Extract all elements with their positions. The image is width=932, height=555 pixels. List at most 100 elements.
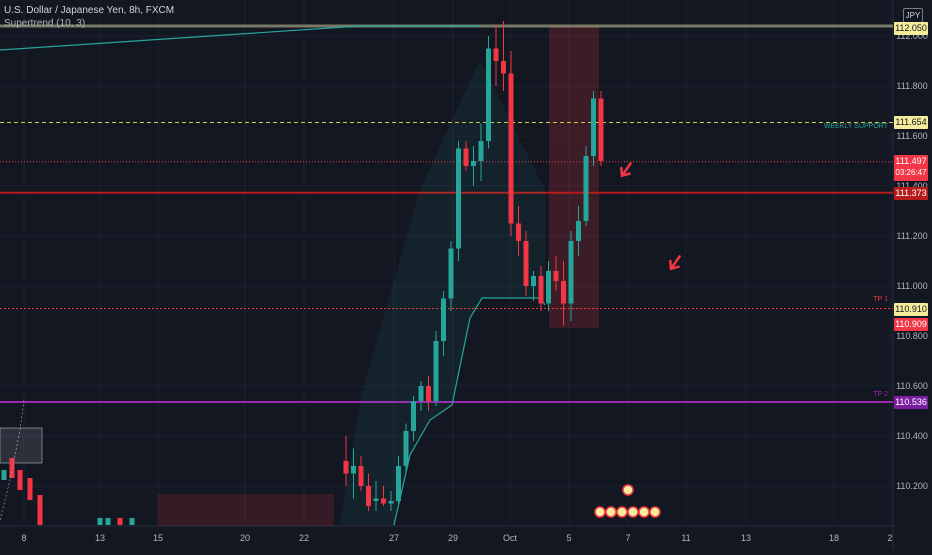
x-tick-label: 13 — [741, 533, 751, 543]
arrow-stroke — [669, 255, 681, 271]
economic-event-icon[interactable] — [649, 506, 661, 518]
x-tick-label: 7 — [625, 533, 630, 543]
economic-event-icon[interactable] — [627, 506, 639, 518]
candle-body[interactable] — [411, 401, 416, 431]
x-tick-label: 22 — [299, 533, 309, 543]
candle-body[interactable] — [561, 281, 566, 304]
top-price-tag: 112.050 — [894, 22, 928, 35]
candle-body[interactable] — [388, 501, 394, 504]
candle-body[interactable] — [523, 241, 529, 286]
candle-body[interactable] — [448, 248, 454, 299]
weekly-support-price-tag: 111.654 — [894, 116, 928, 129]
candle-body[interactable] — [456, 148, 461, 249]
candle-body[interactable] — [598, 98, 604, 162]
candle-body[interactable] — [351, 466, 356, 474]
candle-body[interactable] — [486, 48, 491, 142]
candle-body[interactable] — [343, 461, 349, 474]
y-tick-label: 111.800 — [896, 81, 927, 91]
y-tick-label: 110.600 — [896, 381, 928, 391]
current-price-tag: 111.497 03:26:47 — [894, 155, 928, 181]
y-tick-label: 112.000 — [896, 31, 928, 41]
economic-event-icon[interactable] — [622, 484, 634, 496]
economic-event-icon[interactable] — [638, 506, 650, 518]
x-tick-label: 2 — [887, 533, 892, 543]
symbol-title: U.S. Dollar / Japanese Yen, 8h, FXCM — [4, 5, 175, 16]
y-tick-label: 110.400 — [896, 431, 928, 441]
economic-event-icon[interactable] — [616, 506, 628, 518]
candle-body[interactable] — [433, 341, 439, 401]
x-tick-label: 11 — [681, 533, 690, 543]
candle-early — [9, 458, 15, 478]
support-red-price-tag: 111.373 — [894, 187, 928, 200]
candle-body[interactable] — [553, 271, 559, 281]
range-box[interactable] — [0, 427, 43, 464]
candle-body[interactable] — [591, 98, 596, 157]
supertrend-down-fill — [158, 494, 334, 526]
weekly-support-label: WEEKLY SUPPORT — [824, 123, 889, 130]
candle-early — [17, 470, 23, 490]
candle-body[interactable] — [493, 48, 499, 62]
candle-early — [1, 470, 7, 480]
candle-body[interactable] — [508, 73, 514, 224]
candle-body[interactable] — [583, 156, 589, 221]
candle-body[interactable] — [373, 498, 379, 502]
current-price-value: 111.497 — [895, 156, 927, 166]
tp1-price-tag: 110.910 — [894, 303, 928, 316]
x-tick-label: 18 — [829, 533, 839, 543]
candle-body[interactable] — [366, 486, 371, 506]
candle-body[interactable] — [426, 386, 431, 401]
candle-early — [37, 495, 43, 525]
candle-body[interactable] — [478, 141, 484, 161]
economic-event-icon[interactable] — [605, 506, 617, 518]
candle-early — [27, 478, 33, 500]
tp2-label: TP 2 — [873, 391, 888, 398]
candle-body[interactable] — [501, 61, 506, 74]
x-tick-label: 5 — [566, 533, 571, 543]
x-tick-label: 15 — [153, 533, 163, 543]
candle-body[interactable] — [358, 466, 364, 486]
candle-body[interactable] — [546, 271, 551, 304]
candle-body[interactable] — [516, 223, 521, 242]
candle-body[interactable] — [568, 241, 574, 304]
economic-event-icon[interactable] — [594, 506, 606, 518]
tp1-label: TP 1 — [873, 296, 888, 303]
down-arrow-1[interactable] — [618, 161, 635, 179]
candle-early — [97, 518, 103, 525]
dotted-path — [0, 399, 25, 521]
y-tick-label: 110.200 — [896, 481, 928, 491]
candle-body[interactable] — [396, 466, 401, 501]
x-tick-label: 20 — [240, 533, 250, 543]
indicator-label[interactable]: Supertrend (10, 3) — [4, 18, 86, 29]
down-arrow-2[interactable] — [667, 254, 684, 272]
candle-body[interactable] — [381, 498, 386, 504]
candle-body[interactable] — [403, 431, 409, 466]
candle-body[interactable] — [538, 276, 544, 304]
x-tick-label: Oct — [503, 533, 518, 543]
chart-header: U.S. Dollar / Japanese Yen, 8h, FXCM Sup… — [4, 4, 174, 30]
y-tick-label: 111.600 — [896, 131, 927, 141]
y-tick-label: 110.800 — [896, 331, 928, 341]
y-tick-label: 111.200 — [896, 231, 927, 241]
candle-body[interactable] — [471, 161, 476, 166]
supertrend-line — [393, 297, 546, 526]
tp2-price-tag: 110.536 — [894, 396, 928, 409]
candle-body[interactable] — [531, 276, 536, 286]
candle-body[interactable] — [441, 298, 446, 342]
candle-body[interactable] — [463, 148, 469, 167]
candle-early — [105, 518, 111, 525]
bid-price-tag: 110.909 — [894, 318, 928, 331]
y-tick-label: 111.000 — [896, 281, 927, 291]
candle-body[interactable] — [576, 221, 581, 241]
price-axis[interactable] — [893, 0, 932, 550]
candle-early — [129, 518, 135, 525]
candle-body[interactable] — [418, 386, 424, 401]
currency-label[interactable]: JPY — [903, 8, 923, 23]
x-tick-label: 8 — [21, 533, 26, 543]
supertrend-up-fill — [340, 60, 545, 525]
x-tick-label: 29 — [448, 533, 458, 543]
candle-early — [117, 518, 123, 525]
x-tick-label: 13 — [95, 533, 105, 543]
arrow-stroke — [620, 162, 632, 178]
